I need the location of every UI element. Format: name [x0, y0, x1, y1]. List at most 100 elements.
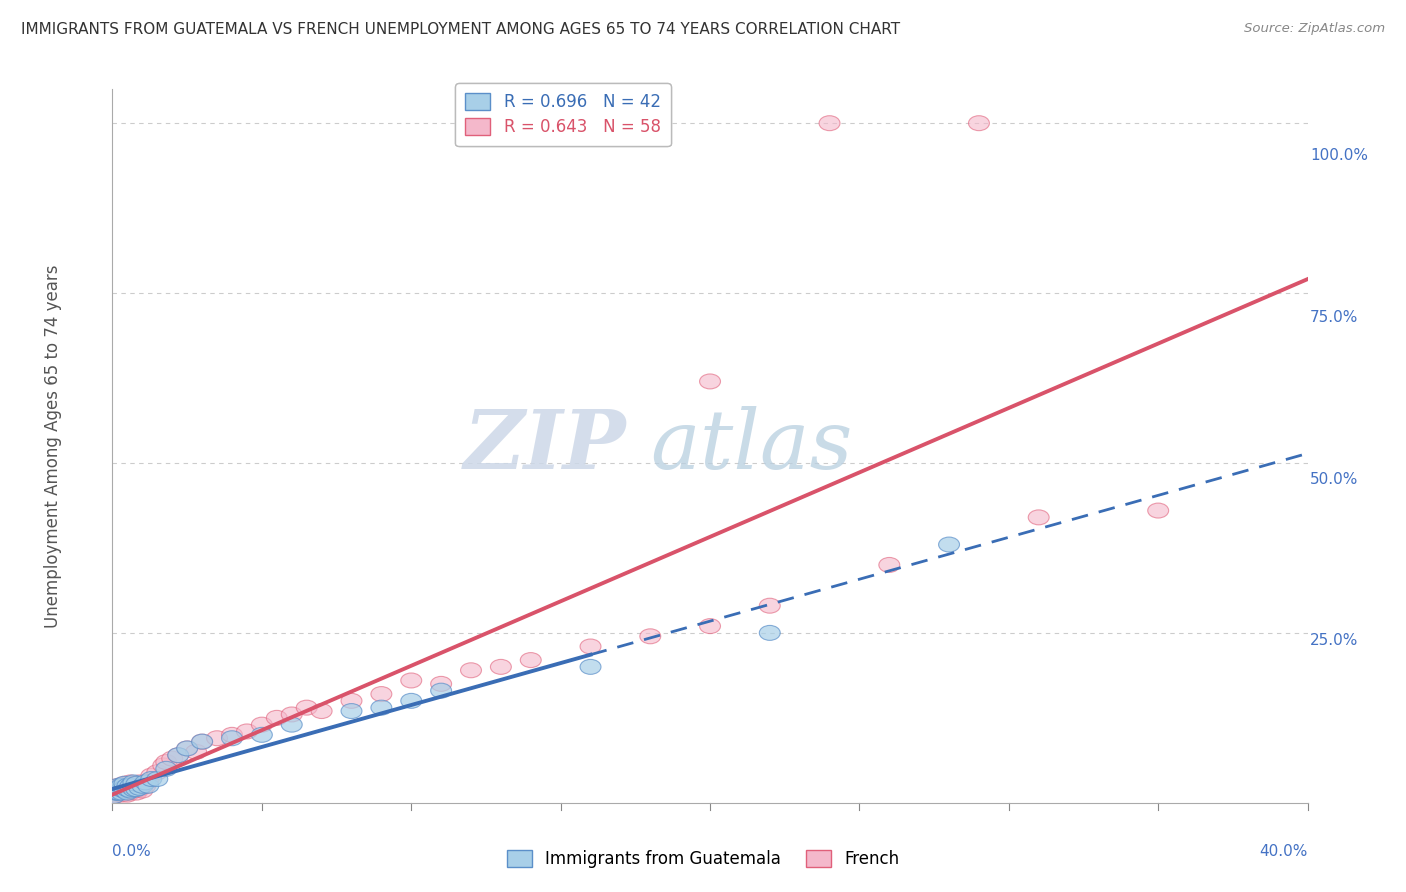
Ellipse shape	[114, 776, 135, 791]
Ellipse shape	[107, 785, 128, 800]
Ellipse shape	[491, 659, 512, 674]
Ellipse shape	[342, 704, 361, 719]
Ellipse shape	[108, 785, 129, 800]
Text: ZIP: ZIP	[464, 406, 627, 486]
Ellipse shape	[127, 785, 146, 800]
Ellipse shape	[105, 783, 127, 798]
Ellipse shape	[132, 783, 153, 798]
Ellipse shape	[820, 116, 839, 130]
Ellipse shape	[939, 537, 959, 552]
Ellipse shape	[1028, 510, 1049, 524]
Ellipse shape	[120, 783, 141, 798]
Ellipse shape	[135, 775, 156, 790]
Ellipse shape	[156, 755, 177, 770]
Ellipse shape	[153, 758, 174, 772]
Ellipse shape	[104, 789, 125, 804]
Ellipse shape	[117, 781, 138, 797]
Ellipse shape	[108, 781, 129, 797]
Ellipse shape	[167, 747, 188, 763]
Ellipse shape	[111, 787, 132, 802]
Ellipse shape	[759, 599, 780, 613]
Text: 25.0%: 25.0%	[1310, 633, 1358, 648]
Ellipse shape	[111, 779, 132, 793]
Ellipse shape	[122, 783, 143, 798]
Ellipse shape	[117, 787, 138, 802]
Ellipse shape	[111, 785, 132, 800]
Ellipse shape	[401, 673, 422, 688]
Text: Source: ZipAtlas.com: Source: ZipAtlas.com	[1244, 22, 1385, 36]
Ellipse shape	[371, 687, 392, 701]
Ellipse shape	[135, 779, 156, 793]
Ellipse shape	[127, 779, 146, 793]
Ellipse shape	[311, 704, 332, 719]
Ellipse shape	[146, 772, 167, 787]
Ellipse shape	[461, 663, 481, 678]
Ellipse shape	[700, 619, 720, 633]
Text: atlas: atlas	[650, 406, 852, 486]
Ellipse shape	[127, 781, 146, 797]
Ellipse shape	[111, 783, 132, 798]
Ellipse shape	[108, 781, 129, 797]
Ellipse shape	[640, 629, 661, 644]
Ellipse shape	[114, 783, 135, 798]
Ellipse shape	[105, 785, 127, 800]
Ellipse shape	[117, 779, 138, 793]
Text: 0.0%: 0.0%	[112, 844, 152, 859]
Ellipse shape	[879, 558, 900, 573]
Ellipse shape	[129, 775, 150, 790]
Ellipse shape	[207, 731, 228, 746]
Ellipse shape	[297, 700, 318, 715]
Ellipse shape	[969, 116, 990, 130]
Ellipse shape	[120, 780, 141, 796]
Ellipse shape	[186, 744, 207, 759]
Ellipse shape	[120, 785, 141, 800]
Ellipse shape	[191, 734, 212, 749]
Ellipse shape	[162, 751, 183, 766]
Ellipse shape	[281, 707, 302, 722]
Ellipse shape	[138, 773, 159, 789]
Ellipse shape	[117, 779, 138, 793]
Ellipse shape	[759, 625, 780, 640]
Ellipse shape	[114, 780, 135, 796]
Ellipse shape	[141, 768, 162, 783]
Ellipse shape	[520, 653, 541, 667]
Ellipse shape	[167, 747, 188, 763]
Ellipse shape	[114, 780, 135, 796]
Legend: R = 0.696   N = 42, R = 0.643   N = 58: R = 0.696 N = 42, R = 0.643 N = 58	[456, 83, 671, 146]
Ellipse shape	[132, 779, 153, 793]
Ellipse shape	[132, 776, 153, 791]
Text: 75.0%: 75.0%	[1310, 310, 1358, 325]
Ellipse shape	[117, 783, 138, 798]
Ellipse shape	[430, 676, 451, 691]
Ellipse shape	[129, 781, 150, 797]
Ellipse shape	[138, 779, 159, 793]
Ellipse shape	[146, 764, 167, 780]
Ellipse shape	[122, 775, 143, 790]
Ellipse shape	[177, 741, 198, 756]
Ellipse shape	[105, 787, 127, 802]
Text: 100.0%: 100.0%	[1310, 148, 1368, 163]
Ellipse shape	[111, 779, 132, 793]
Ellipse shape	[120, 779, 141, 793]
Ellipse shape	[430, 683, 451, 698]
Ellipse shape	[177, 741, 198, 756]
Ellipse shape	[111, 781, 132, 797]
Ellipse shape	[114, 785, 135, 800]
Ellipse shape	[222, 727, 242, 742]
Ellipse shape	[122, 776, 143, 791]
Ellipse shape	[127, 776, 146, 791]
Ellipse shape	[108, 785, 129, 800]
Ellipse shape	[581, 639, 600, 654]
Ellipse shape	[252, 717, 273, 732]
Ellipse shape	[114, 776, 135, 791]
Ellipse shape	[105, 781, 127, 797]
Text: 50.0%: 50.0%	[1310, 472, 1358, 487]
Ellipse shape	[401, 693, 422, 708]
Ellipse shape	[236, 724, 257, 739]
Ellipse shape	[122, 781, 143, 797]
Legend: Immigrants from Guatemala, French: Immigrants from Guatemala, French	[501, 843, 905, 875]
Ellipse shape	[117, 785, 138, 800]
Ellipse shape	[1147, 503, 1168, 518]
Ellipse shape	[222, 731, 242, 746]
Ellipse shape	[252, 727, 273, 742]
